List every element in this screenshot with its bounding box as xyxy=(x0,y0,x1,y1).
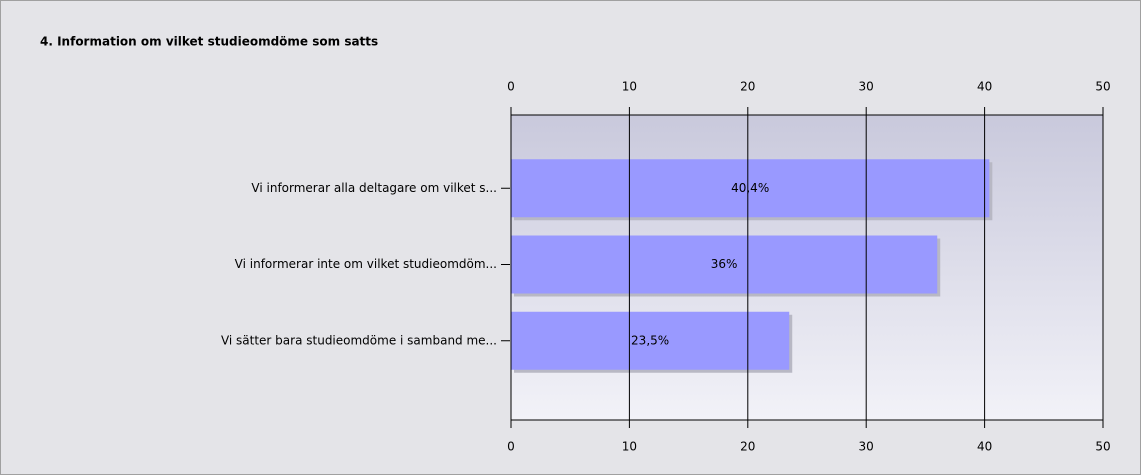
bar xyxy=(511,159,990,218)
category-label: Vi informerar inte om vilket studieomdöm… xyxy=(235,257,497,271)
value-label: 23,5% xyxy=(631,333,669,347)
x-tick-label-top: 50 xyxy=(1095,80,1110,94)
x-tick-label-top: 30 xyxy=(859,80,874,94)
chart-title: 4. Information om vilket studieomdöme so… xyxy=(40,35,378,49)
bar xyxy=(511,311,790,370)
category-label: Vi informerar alla deltagare om vilket s… xyxy=(251,181,497,195)
x-tick-label-bottom: 20 xyxy=(740,440,755,454)
x-tick-label-top: 20 xyxy=(740,80,755,94)
x-tick-label-top: 40 xyxy=(977,80,992,94)
x-tick-label-bottom: 50 xyxy=(1095,440,1110,454)
value-label: 36% xyxy=(711,257,738,271)
x-tick-label-bottom: 0 xyxy=(507,440,515,454)
category-label: Vi sätter bara studieomdöme i samband me… xyxy=(221,333,497,347)
x-tick-label-top: 0 xyxy=(507,80,515,94)
x-tick-label-top: 10 xyxy=(622,80,637,94)
x-tick-label-bottom: 10 xyxy=(622,440,637,454)
x-tick-label-bottom: 30 xyxy=(859,440,874,454)
value-label: 40,4% xyxy=(731,181,769,195)
x-tick-label-bottom: 40 xyxy=(977,440,992,454)
